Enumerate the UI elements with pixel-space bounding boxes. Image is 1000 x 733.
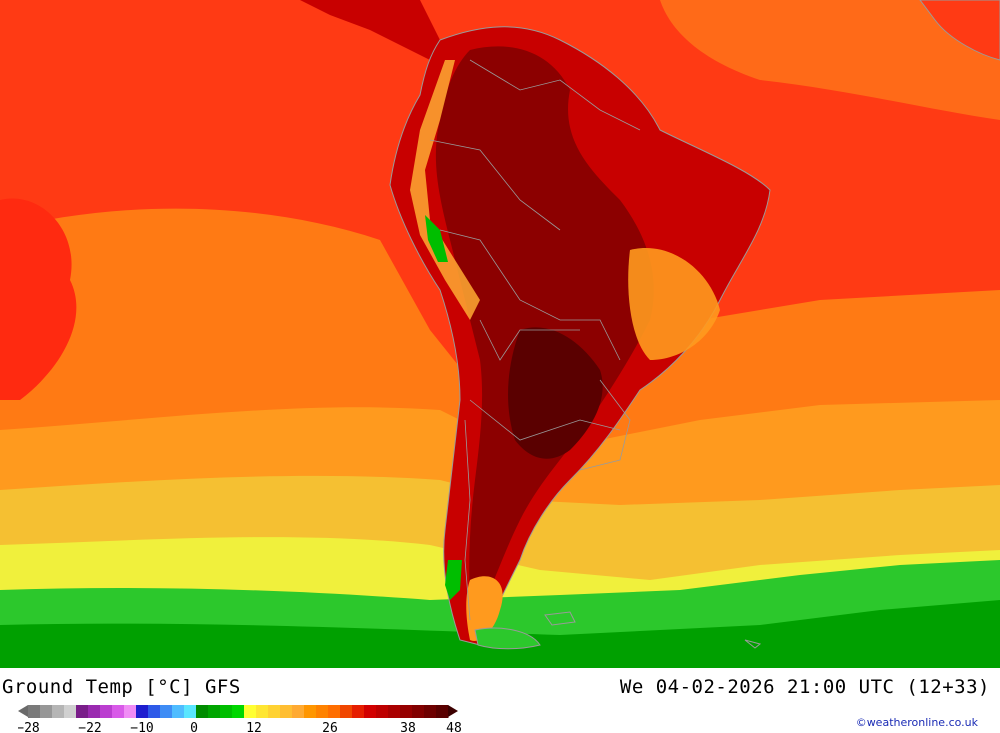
legend-swatch xyxy=(184,705,197,718)
legend-swatch xyxy=(112,705,125,718)
legend-swatch xyxy=(280,705,293,718)
legend-swatch xyxy=(340,705,353,718)
legend-swatch xyxy=(124,705,137,718)
legend-swatch xyxy=(52,705,65,718)
legend-swatch xyxy=(232,705,245,718)
legend-swatches xyxy=(28,705,458,718)
legend-tick-label: 48 xyxy=(446,721,462,733)
legend-swatch xyxy=(28,705,41,718)
andes-cooler-strip xyxy=(410,60,480,320)
legend-swatch xyxy=(40,705,53,718)
credit-link[interactable]: ©weatheronline.co.uk xyxy=(855,716,978,729)
legend-swatch xyxy=(436,705,449,718)
legend-tick-label: 26 xyxy=(322,721,338,733)
legend-swatch xyxy=(136,705,149,718)
falklands xyxy=(544,611,576,626)
legend-tick-labels: −28 −22 −10 0 12 26 38 48 xyxy=(18,721,462,733)
legend-swatch xyxy=(400,705,413,718)
color-legend: −28 −22 −10 0 12 26 38 48 xyxy=(18,705,462,733)
legend-swatch xyxy=(316,705,329,718)
country-borders xyxy=(429,59,641,621)
legend-swatch xyxy=(388,705,401,718)
legend-swatch xyxy=(64,705,77,718)
tierra-del-fuego xyxy=(474,627,541,650)
pacific-hot-patch xyxy=(0,198,77,400)
parameter-title: Ground Temp [°C] GFS xyxy=(2,676,241,698)
legend-swatch xyxy=(244,705,257,718)
legend-swatch xyxy=(88,705,101,718)
legend-swatch xyxy=(424,705,437,718)
legend-tick-label: 38 xyxy=(400,721,416,733)
legend-swatch xyxy=(328,705,341,718)
central-america xyxy=(300,0,470,70)
legend-swatch xyxy=(148,705,161,718)
legend-tick-label: 0 xyxy=(190,721,198,733)
andes-cold-spots xyxy=(425,215,448,262)
map-footer xyxy=(0,668,1000,733)
legend-swatch xyxy=(304,705,317,718)
legend-tick-label: −22 xyxy=(78,721,101,733)
patagonia-andes-cold xyxy=(445,560,462,600)
legend-swatch xyxy=(208,705,221,718)
patagonia-tip xyxy=(466,576,503,641)
legend-swatch xyxy=(76,705,89,718)
legend-swatch xyxy=(376,705,389,718)
legend-swatch xyxy=(196,705,209,718)
legend-tick-label: −28 xyxy=(18,721,40,733)
legend-swatch xyxy=(268,705,281,718)
legend-swatch xyxy=(256,705,269,718)
legend-swatch xyxy=(100,705,113,718)
legend-swatch xyxy=(172,705,185,718)
legend-right-arrow xyxy=(448,705,458,717)
legend-swatch xyxy=(292,705,305,718)
legend-swatch xyxy=(160,705,173,718)
ocean-band-warm-north xyxy=(660,0,1000,120)
eastern-brazil-orange xyxy=(628,248,720,360)
interior-very-hot xyxy=(435,46,654,601)
interior-extreme-core xyxy=(508,327,603,459)
legend-swatch xyxy=(412,705,425,718)
forecast-datetime: We 04-02-2026 21:00 UTC (12+33) xyxy=(619,676,990,698)
legend-tick-label: −10 xyxy=(130,721,153,733)
legend-left-arrow xyxy=(18,705,28,717)
legend-swatch xyxy=(220,705,233,718)
legend-swatch xyxy=(364,705,377,718)
legend-swatch xyxy=(352,705,365,718)
south-georgia xyxy=(744,639,762,649)
temperature-map xyxy=(0,0,1000,668)
legend-tick-label: 12 xyxy=(246,721,262,733)
